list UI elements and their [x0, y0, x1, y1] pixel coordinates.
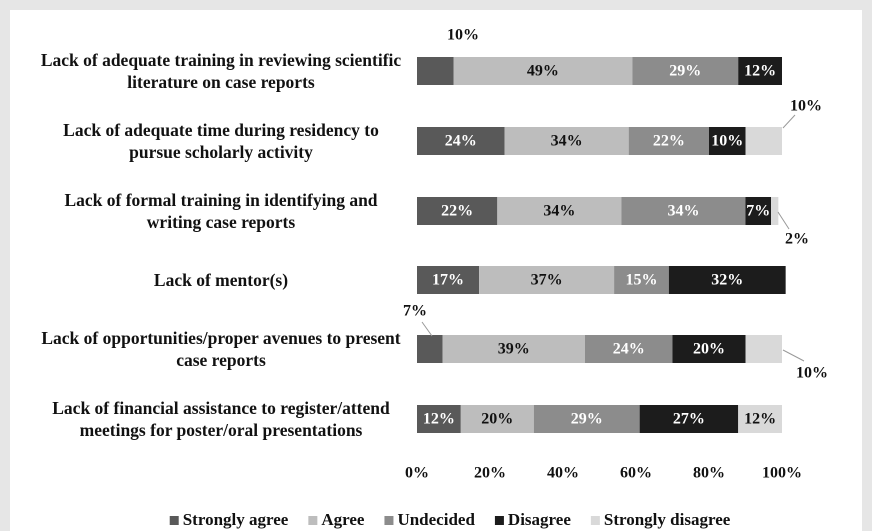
- legend-swatch: [308, 516, 318, 525]
- bar-segment: [771, 197, 779, 225]
- category-label: Lack of adequate time during residency t…: [63, 120, 379, 162]
- bar-segment: [738, 405, 782, 433]
- x-tick-label: 60%: [620, 465, 652, 482]
- category-label: Lack of adequate training in reviewing s…: [40, 50, 402, 92]
- bar-segment: [668, 266, 786, 294]
- data-label: 7%: [403, 303, 427, 320]
- bar-segment: [745, 335, 782, 363]
- data-label: 12%: [744, 411, 776, 428]
- bar-segment: [738, 57, 782, 85]
- data-label: 34%: [667, 203, 699, 220]
- leader-line: [777, 211, 790, 230]
- bar-segment: [417, 335, 443, 363]
- bar-segment: [745, 127, 782, 155]
- data-label: 37%: [531, 272, 563, 289]
- bar-segment: [614, 266, 669, 294]
- category-label: Lack of formal training in identifying a…: [64, 190, 378, 232]
- bar-segment: [632, 57, 739, 85]
- data-label: 10%: [796, 365, 828, 382]
- bar-segment: [745, 197, 772, 225]
- data-label: 27%: [673, 411, 705, 428]
- data-label: 39%: [498, 341, 530, 358]
- data-label: 24%: [613, 341, 645, 358]
- data-label: 17%: [432, 272, 464, 289]
- legend-swatch: [384, 516, 394, 525]
- category-label: Lack of mentor(s): [153, 270, 289, 290]
- data-label: 29%: [571, 411, 603, 428]
- leader-line: [782, 349, 805, 362]
- data-label: 22%: [441, 203, 473, 220]
- bar-segment: [533, 405, 640, 433]
- bar-segment: [417, 266, 480, 294]
- bar-segment: [709, 127, 746, 155]
- bar-segment: [497, 197, 622, 225]
- bar-segment: [460, 405, 534, 433]
- bar-segment: [504, 127, 629, 155]
- legend-swatch: [169, 516, 179, 525]
- bar-segment: [628, 127, 709, 155]
- data-label: 2%: [785, 231, 809, 248]
- data-label: 34%: [543, 203, 575, 220]
- data-label: 24%: [445, 133, 477, 150]
- leader-line: [782, 114, 796, 129]
- bar-segment: [417, 127, 505, 155]
- bar-segment: [442, 335, 585, 363]
- x-tick-label: 0%: [405, 465, 429, 482]
- legend-label: Agree: [321, 510, 365, 529]
- bar-segment: [672, 335, 746, 363]
- x-tick-label: 40%: [547, 465, 579, 482]
- data-label: 15%: [625, 272, 657, 289]
- category-label: Lack of financial assistance to register…: [52, 398, 390, 440]
- bar-segment: [584, 335, 673, 363]
- data-label: 34%: [551, 133, 583, 150]
- legend-swatch: [494, 516, 504, 525]
- legend-swatch: [590, 516, 600, 525]
- bar-segment: [621, 197, 746, 225]
- bar-segment: [417, 405, 461, 433]
- leader-line: [421, 321, 433, 337]
- data-label: 32%: [711, 272, 743, 289]
- data-label: 10%: [447, 27, 479, 44]
- data-label: 20%: [693, 341, 725, 358]
- data-label: 49%: [527, 63, 559, 80]
- legend-label: Disagree: [508, 510, 571, 529]
- bar-segment: [417, 197, 498, 225]
- legend-label: Strongly agree: [183, 510, 289, 529]
- data-label: 12%: [423, 411, 455, 428]
- x-tick-label: 20%: [474, 465, 506, 482]
- legend-label: Strongly disagree: [604, 510, 731, 529]
- bar-segment: [479, 266, 615, 294]
- legend-label: Undecided: [397, 510, 475, 529]
- data-label: 29%: [669, 63, 701, 80]
- data-label: 10%: [790, 98, 822, 115]
- data-label: 7%: [746, 203, 770, 220]
- data-label: 20%: [481, 411, 513, 428]
- data-label: 22%: [653, 133, 685, 150]
- bar-segment: [453, 57, 633, 85]
- x-tick-label: 100%: [762, 465, 802, 482]
- bar-segment: [639, 405, 739, 433]
- bar-segment: [417, 57, 454, 85]
- category-label: Lack of opportunities/proper avenues to …: [41, 328, 401, 370]
- x-tick-label: 80%: [693, 465, 725, 482]
- data-label: 12%: [744, 63, 776, 80]
- data-label: 10%: [711, 133, 743, 150]
